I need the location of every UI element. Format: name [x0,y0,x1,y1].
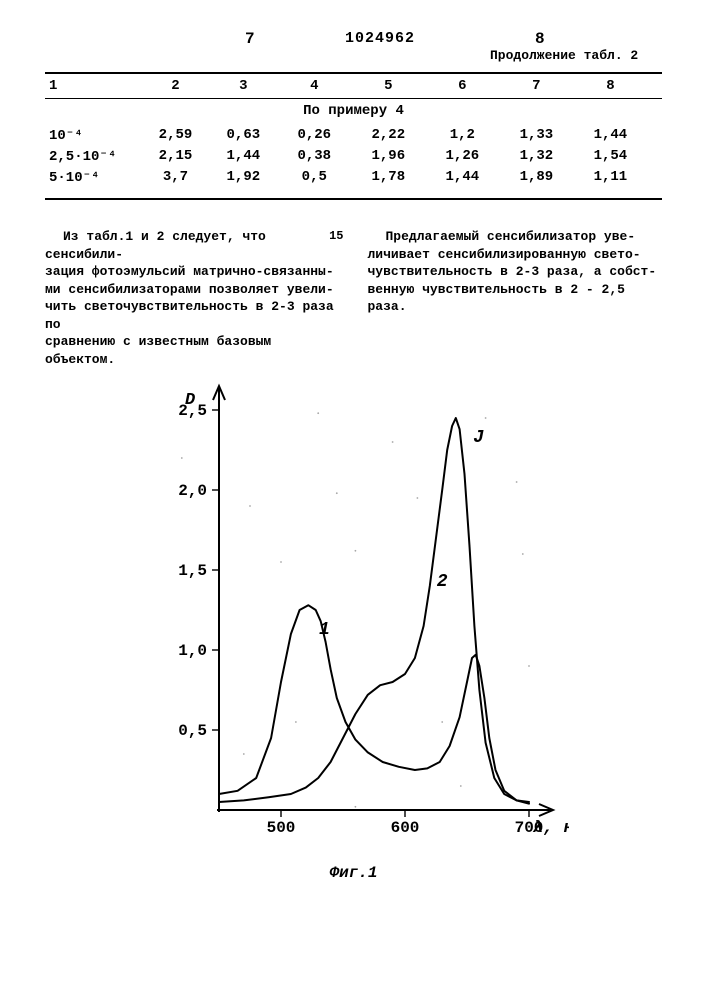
table-cell: 1,78 [351,169,425,186]
left-paragraph: Из табл.1 и 2 следует, что сенсибили- за… [45,228,340,368]
figure-1: 0,51,01,52,02,5500600700Dλ, нм12J Фиг.1 [45,380,662,882]
page: 7 1024962 8 Продолжение табл. 2 1 2 3 4 … [0,0,707,1000]
header-document-id: 1024962 [345,30,415,47]
col-header: 5 [351,78,425,94]
spectrum-chart: 0,51,01,52,02,5500600700Dλ, нм12J [139,380,569,860]
svg-text:600: 600 [390,819,419,837]
header-right-page-number: 8 [535,30,545,48]
col-header: 2 [142,78,210,94]
line-number-marker: 15 [329,228,343,244]
table-cell: 1,32 [499,148,573,165]
table-cell: 10⁻⁴ [45,127,142,144]
page-header: 7 1024962 8 Продолжение табл. 2 [45,30,662,58]
table-subheader: По примеру 4 [45,99,662,125]
svg-text:J: J [473,428,484,448]
body-text: 15 Из табл.1 и 2 следует, что сенсибили-… [45,228,662,368]
svg-text:1,0: 1,0 [178,642,207,660]
svg-text:1: 1 [318,620,329,640]
table-cell: 0,63 [209,127,277,144]
col-header: 6 [425,78,499,94]
table-row: 10⁻⁴2,590,630,262,221,21,331,44 [45,125,662,146]
table-cell: 5·10⁻⁴ [45,169,142,186]
col-header: 3 [209,78,277,94]
table-cell: 2,22 [351,127,425,144]
table-cell: 1,44 [209,148,277,165]
col-header: 4 [277,78,351,94]
table-cell: 0,5 [277,169,351,186]
table-cell: 1,2 [425,127,499,144]
right-paragraph: Предлагаемый сенсибилизатор уве- личивае… [368,228,663,316]
col-header: 1 [45,78,142,94]
table-cell: 1,96 [351,148,425,165]
table-cell: 1,89 [499,169,573,186]
table-cell: 1,11 [573,169,647,186]
table-cell: 0,38 [277,148,351,165]
table-cell: 2,59 [142,127,210,144]
table-header-row: 1 2 3 4 5 6 7 8 [45,74,662,98]
table-cell: 3,7 [142,169,210,186]
table-cell: 1,26 [425,148,499,165]
table-cell: 1,44 [573,127,647,144]
body-text-right-column: Предлагаемый сенсибилизатор уве- личивае… [368,228,663,368]
table-continuation-label: Продолжение табл. 2 [490,48,638,63]
table-row: 5·10⁻⁴3,71,920,51,781,441,891,11 [45,167,662,188]
table-cell: 2,15 [142,148,210,165]
svg-text:2,0: 2,0 [178,482,207,500]
data-table: 1 2 3 4 5 6 7 8 По примеру 4 10⁻⁴2,590,6… [45,72,662,200]
table-cell: 0,26 [277,127,351,144]
col-header: 7 [499,78,573,94]
figure-caption: Фиг.1 [329,864,377,882]
table-cell: 1,33 [499,127,573,144]
svg-text:0,5: 0,5 [178,722,207,740]
svg-text:1,5: 1,5 [178,562,207,580]
svg-text:500: 500 [266,819,295,837]
table-cell: 2,5·10⁻⁴ [45,148,142,165]
table-cell: 1,92 [209,169,277,186]
table-row: 2,5·10⁻⁴2,151,440,381,961,261,321,54 [45,146,662,167]
col-header: 8 [573,78,647,94]
table-cell: 1,54 [573,148,647,165]
table-cell: 1,44 [425,169,499,186]
body-text-left-column: 15 Из табл.1 и 2 следует, что сенсибили-… [45,228,340,368]
header-left-page-number: 7 [245,30,255,48]
svg-text:D: D [185,391,195,410]
svg-text:2: 2 [436,572,447,592]
svg-text:λ, нм: λ, нм [532,819,569,838]
